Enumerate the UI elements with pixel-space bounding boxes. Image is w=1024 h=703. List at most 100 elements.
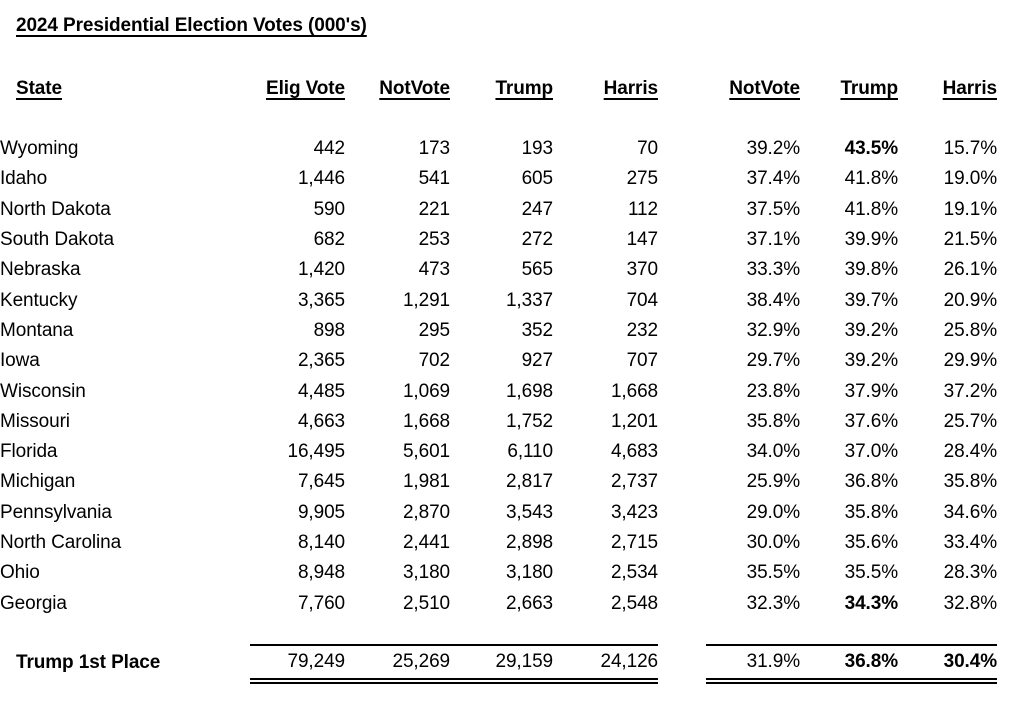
cell-notvote: 3,180 xyxy=(402,562,450,584)
total-cell-harris: 24,126 xyxy=(553,643,658,684)
cell-notvote: 702 xyxy=(418,350,451,372)
cell-trump-pct: 39.8% xyxy=(844,259,898,281)
cell-notvote-pct: 30.0% xyxy=(746,532,800,553)
cell-notvote-pct: 32.3% xyxy=(746,592,800,614)
cell-trump: 1,337 xyxy=(505,289,553,311)
cell-harris: 3,423 xyxy=(610,501,658,523)
cell-harris-pct: 26.1% xyxy=(943,259,997,281)
cell-elig-vote: 8,140 xyxy=(297,532,345,553)
column-gap xyxy=(658,164,706,194)
cell-harris: 147 xyxy=(626,229,659,251)
cell-notvote: 1,981 xyxy=(402,471,450,493)
cell-harris-pct: 33.4% xyxy=(943,532,997,553)
column-gap xyxy=(658,558,706,588)
cell-elig-vote: 898 xyxy=(313,319,346,341)
cell-notvote: 473 xyxy=(418,259,451,281)
cell-trump-pct: 39.9% xyxy=(844,229,898,251)
cell-harris: 2,715 xyxy=(610,532,658,553)
cell-harris: 704 xyxy=(626,289,659,311)
cell-notvote-pct: 38.4% xyxy=(746,289,800,311)
cell-state: Michigan xyxy=(0,471,76,493)
col-header-elig-vote: Elig Vote xyxy=(266,78,345,99)
cell-trump: 927 xyxy=(521,350,554,372)
cell-harris-pct: 34.6% xyxy=(943,501,997,523)
cell-harris-pct: 15.7% xyxy=(943,138,997,160)
cell-trump-pct: 43.5% xyxy=(844,138,898,160)
cell-harris: 2,534 xyxy=(610,562,658,584)
cell-harris-pct: 25.8% xyxy=(943,319,997,341)
cell-harris-pct: 32.8% xyxy=(943,592,997,614)
cell-harris-pct: 29.9% xyxy=(943,350,997,372)
column-gap xyxy=(658,225,706,255)
cell-notvote: 5,601 xyxy=(402,441,450,463)
cell-trump: 2,898 xyxy=(505,532,553,553)
cell-state: Pennsylvania xyxy=(0,501,112,523)
total-cell-trump: 29,159 xyxy=(450,643,553,684)
cell-notvote: 1,069 xyxy=(402,380,450,402)
cell-harris-pct: 19.0% xyxy=(943,168,997,190)
cell-state: Missouri xyxy=(0,410,70,432)
page-title-text: 2024 Presidential Election Votes (000's) xyxy=(16,15,367,36)
cell-trump: 605 xyxy=(521,168,554,190)
cell-trump-pct: 37.6% xyxy=(844,410,898,432)
column-gap xyxy=(658,285,706,315)
cell-notvote: 2,441 xyxy=(402,532,450,553)
cell-trump-pct: 36.8% xyxy=(844,471,898,493)
cell-trump-pct: 35.8% xyxy=(844,501,898,523)
col-header-harris: Harris xyxy=(603,78,658,99)
cell-notvote: 221 xyxy=(418,198,451,220)
column-gap xyxy=(658,74,706,104)
cell-elig-vote: 9,905 xyxy=(297,501,345,523)
column-gap xyxy=(658,498,706,528)
cell-notvote: 295 xyxy=(418,319,451,341)
cell-trump: 272 xyxy=(521,229,554,251)
spacer-row xyxy=(0,104,997,134)
table-row: North Dakota 590 221 247 112 37.5% 41.8% 19.1% xyxy=(0,195,997,225)
table-body: Wyoming 442 173 193 70 39.2% 43.5% 15.7% Idaho 1,… xyxy=(0,134,997,619)
cell-trump-pct: 34.3% xyxy=(844,592,898,614)
column-gap xyxy=(658,134,706,164)
cell-harris: 707 xyxy=(626,350,659,372)
cell-trump-pct: 37.0% xyxy=(844,441,898,463)
cell-trump-pct: 39.2% xyxy=(844,319,898,341)
cell-notvote-pct: 39.2% xyxy=(746,138,800,160)
table-row: Florida 16,495 5,601 6,110 4,683 34.0% 37.0% 28… xyxy=(0,437,997,467)
col-header-trump: Trump xyxy=(495,78,553,99)
cell-harris: 112 xyxy=(628,198,658,220)
cell-notvote: 2,510 xyxy=(402,592,450,614)
column-gap xyxy=(658,437,706,467)
cell-notvote-pct: 33.3% xyxy=(746,259,800,281)
cell-trump: 565 xyxy=(521,259,554,281)
column-gap xyxy=(658,407,706,437)
cell-harris: 4,683 xyxy=(610,441,658,463)
cell-harris: 275 xyxy=(626,168,659,190)
col-header-notvote-pct: NotVote xyxy=(729,78,800,99)
cell-notvote-pct: 23.8% xyxy=(746,380,800,402)
cell-elig-vote: 1,446 xyxy=(297,168,345,190)
cell-notvote-pct: 35.8% xyxy=(746,410,800,432)
cell-harris: 2,737 xyxy=(610,471,658,493)
cell-notvote: 1,291 xyxy=(402,289,450,311)
cell-harris: 1,201 xyxy=(610,410,658,432)
cell-elig-vote: 16,495 xyxy=(287,441,345,463)
cell-state: Montana xyxy=(0,319,74,341)
cell-harris: 370 xyxy=(626,259,659,281)
cell-state: Wisconsin xyxy=(0,380,86,402)
cell-elig-vote: 4,663 xyxy=(297,410,345,432)
cell-elig-vote: 8,948 xyxy=(297,562,345,584)
cell-notvote-pct: 37.5% xyxy=(746,198,800,220)
cell-trump: 1,752 xyxy=(505,410,553,432)
cell-notvote-pct: 29.7% xyxy=(746,350,800,372)
cell-trump: 3,543 xyxy=(505,501,553,523)
cell-notvote-pct: 34.0% xyxy=(746,441,800,463)
table-row: Missouri 4,663 1,668 1,752 1,201 35.8% 37.6% 25… xyxy=(0,407,997,437)
total-row: Trump 1st Place 79,249 25,269 29,159 24,… xyxy=(0,643,997,684)
cell-trump-pct: 35.6% xyxy=(844,532,898,553)
cell-elig-vote: 4,485 xyxy=(297,380,345,402)
total-label: Trump 1st Place xyxy=(16,651,161,673)
table-row: Wisconsin 4,485 1,069 1,698 1,668 23.8% 37.9% 3… xyxy=(0,376,997,406)
election-votes-table: State Elig Vote NotVote Trump Harris Not… xyxy=(0,74,997,684)
cell-state: Kentucky xyxy=(0,289,78,311)
cell-state: Nebraska xyxy=(0,259,81,281)
column-gap xyxy=(658,195,706,225)
